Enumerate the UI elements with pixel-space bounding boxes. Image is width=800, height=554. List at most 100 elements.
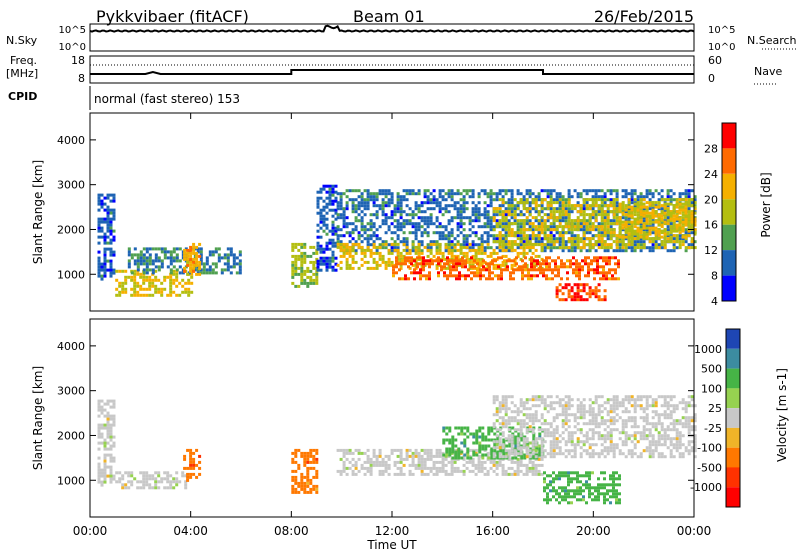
data-cell (510, 410, 514, 414)
data-cell (103, 208, 107, 212)
data-cell (414, 204, 418, 208)
data-cell (603, 434, 607, 438)
data-cell (351, 222, 355, 226)
data-cell (501, 219, 505, 223)
data-cell (528, 240, 532, 244)
data-cell (585, 189, 589, 193)
data-cell (172, 272, 176, 276)
data-cell (528, 428, 532, 432)
data-cell (331, 187, 335, 191)
data-cell (316, 202, 320, 206)
data-cell (513, 449, 517, 453)
data-cell (450, 219, 454, 223)
data-cell (552, 452, 556, 456)
data-cell (109, 217, 113, 221)
data-cell (484, 447, 488, 451)
data-cell (506, 259, 509, 263)
data-cell (532, 426, 536, 430)
data-cell (425, 277, 428, 281)
data-cell (325, 217, 329, 221)
data-cell (561, 437, 565, 441)
data-cell (447, 245, 451, 249)
data-cell (103, 217, 107, 221)
data-cell (456, 240, 460, 244)
data-cell (609, 443, 613, 447)
data-cell (226, 268, 230, 272)
data-cell (690, 189, 694, 193)
data-cell (419, 256, 422, 260)
data-cell (339, 192, 343, 196)
data-cell (429, 216, 433, 220)
data-cell (540, 452, 544, 456)
data-cell (457, 426, 461, 430)
data-cell (384, 266, 388, 270)
data-cell (567, 407, 571, 411)
data-cell (306, 472, 310, 476)
data-cell (477, 207, 481, 211)
data-cell (516, 251, 520, 255)
data-cell (687, 195, 691, 199)
data-cell (594, 398, 598, 402)
data-cell (133, 259, 137, 263)
data-cell (226, 247, 230, 251)
data-cell (115, 269, 119, 273)
data-cell (339, 213, 343, 217)
data-cell (594, 422, 598, 426)
data-cell (675, 223, 679, 227)
data-cell (103, 438, 107, 442)
data-cell (531, 404, 535, 408)
data-cell (360, 198, 364, 202)
data-cell (315, 448, 319, 452)
data-cell (654, 229, 658, 233)
data-cell (684, 240, 688, 244)
data-cell (576, 219, 580, 223)
cpid-row: CPID normal (fast stereo) 153 (8, 86, 240, 110)
data-cell (636, 226, 640, 230)
data-cell (106, 214, 110, 218)
data-cell (462, 198, 466, 202)
data-cell (540, 416, 544, 420)
data-cell (591, 198, 595, 202)
data-cell (411, 460, 415, 464)
data-cell (306, 490, 310, 494)
data-cell (366, 454, 370, 458)
data-cell (441, 451, 445, 455)
data-cell (325, 262, 329, 266)
data-cell (163, 278, 167, 282)
data-cell (545, 259, 548, 263)
data-cell (366, 201, 370, 205)
data-cell (507, 228, 511, 232)
data-cell (208, 250, 212, 254)
freq-tick-high: 18 (71, 54, 85, 67)
data-cell (492, 422, 496, 426)
data-cell (339, 228, 343, 232)
data-cell (232, 259, 236, 263)
data-cell (328, 256, 332, 260)
data-cell (483, 231, 487, 235)
data-cell (675, 229, 679, 233)
data-cell (453, 207, 457, 211)
data-cell (570, 286, 574, 290)
data-cell (528, 225, 532, 229)
data-cell (624, 216, 628, 220)
data-cell (575, 268, 578, 272)
data-cell (555, 416, 559, 420)
data-cell (393, 463, 397, 467)
data-cell (611, 256, 614, 260)
data-cell (591, 413, 595, 417)
data-cell (573, 298, 577, 302)
data-cell (291, 272, 295, 276)
data-cell (360, 248, 364, 252)
data-cell (633, 189, 637, 193)
data-cell (591, 422, 595, 426)
data-cell (594, 210, 598, 214)
data-cell (546, 207, 550, 211)
data-cell (485, 262, 488, 266)
data-cell (605, 277, 608, 281)
data-cell (501, 189, 505, 193)
data-cell (214, 271, 218, 275)
data-cell (429, 469, 433, 473)
data-cell (426, 222, 430, 226)
data-cell (540, 242, 544, 246)
data-cell (452, 259, 455, 263)
